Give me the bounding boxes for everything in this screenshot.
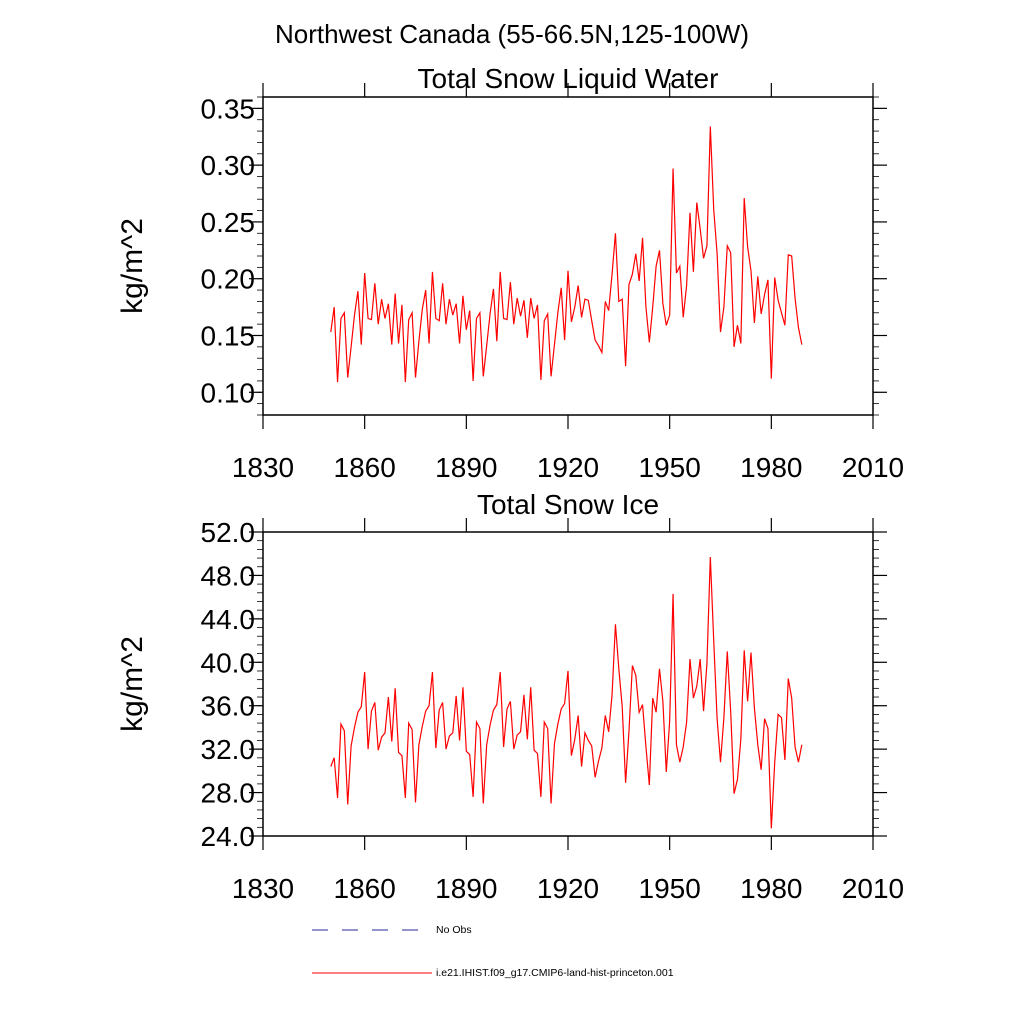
x-tick-label: 2010	[842, 452, 904, 483]
y-tick-label: 0.10	[201, 377, 256, 408]
x-tick-label: 1830	[232, 452, 294, 483]
plot-frame	[262, 531, 874, 837]
axis-ticks	[249, 518, 887, 850]
legend-label-obs: No Obs	[436, 924, 472, 936]
x-tick-label: 1980	[740, 873, 802, 904]
panel-title: Total Snow Ice	[477, 489, 659, 520]
x-tick-label: 2010	[842, 873, 904, 904]
x-tick-label: 1830	[232, 873, 294, 904]
plot-frame	[262, 96, 874, 416]
series-line-model	[330, 126, 803, 383]
x-tick-label: 1920	[537, 873, 599, 904]
y-tick-label: 0.15	[201, 321, 256, 352]
x-tick-label: 1890	[435, 873, 497, 904]
y-tick-label: 0.35	[201, 93, 256, 124]
legend-label-model: i.e21.IHIST.f09_g17.CMIP6-land-hist-prin…	[436, 967, 674, 979]
x-tick-label: 1890	[435, 452, 497, 483]
panel-snow-liquid-water: Total Snow Liquid Water kg/m^2 1830 1860 1…	[116, 63, 904, 483]
axis-tick-labels: 1830 1860 1890 1920 1950 1980 2010 24.0 28.0 32.0…	[201, 517, 905, 904]
y-tick-label: 40.0	[201, 647, 256, 678]
y-tick-label: 36.0	[201, 691, 256, 722]
y-tick-label: 0.25	[201, 207, 256, 238]
y-tick-label: 24.0	[201, 821, 256, 852]
y-tick-label: 0.20	[201, 264, 256, 295]
y-tick-label: 52.0	[201, 517, 256, 548]
x-tick-label: 1980	[740, 452, 802, 483]
legend-entry-obs: No Obs	[312, 924, 472, 936]
y-tick-label: 48.0	[201, 560, 256, 591]
panel-snow-ice: Total Snow Ice kg/m^2 1830 1860 1890 1920 19…	[116, 489, 904, 904]
x-tick-label: 1920	[537, 452, 599, 483]
legend-entry-model: i.e21.IHIST.f09_g17.CMIP6-land-hist-prin…	[312, 967, 674, 979]
legend: No Obs i.e21.IHIST.f09_g17.CMIP6-land-hi…	[312, 924, 674, 979]
y-tick-label: 0.30	[201, 150, 256, 181]
x-tick-label: 1860	[334, 452, 396, 483]
y-tick-label: 28.0	[201, 778, 256, 809]
axis-ticks	[249, 83, 887, 429]
y-axis-label: kg/m^2	[116, 218, 149, 314]
y-tick-label: 32.0	[201, 734, 256, 765]
series-line-model	[330, 556, 803, 829]
axis-tick-labels: 1830 1860 1890 1920 1950 1980 2010 0.10 0.15 0.20…	[201, 93, 905, 483]
y-tick-label: 44.0	[201, 604, 256, 635]
y-axis-label: kg/m^2	[116, 636, 149, 732]
x-tick-label: 1860	[334, 873, 396, 904]
figure-title: Northwest Canada (55-66.5N,125-100W)	[275, 19, 749, 49]
x-tick-label: 1950	[639, 873, 701, 904]
x-tick-label: 1950	[639, 452, 701, 483]
